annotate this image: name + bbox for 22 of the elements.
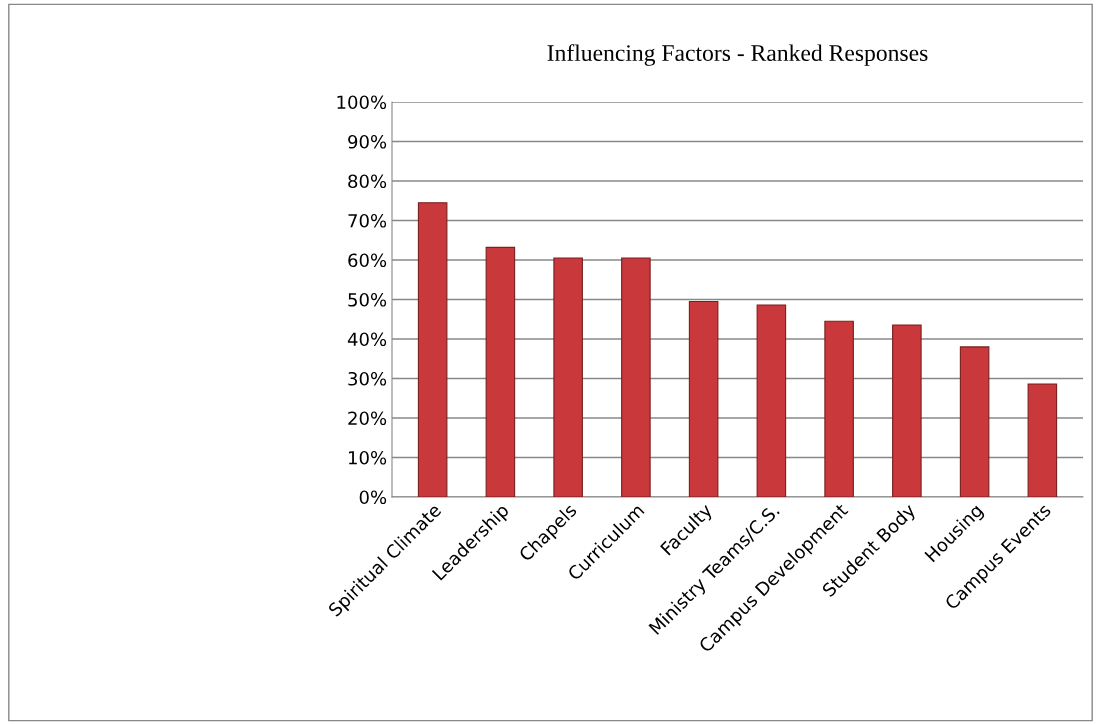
- y-tick-label: 100%: [337, 95, 387, 110]
- bar: [959, 346, 990, 497]
- bar: [553, 257, 583, 497]
- y-tick-label: 40%: [347, 332, 387, 347]
- bar: [1027, 383, 1058, 497]
- y-tick-label: 80%: [348, 174, 387, 189]
- y-tick-label: 50%: [348, 292, 387, 307]
- bar: [756, 304, 787, 497]
- y-tick-label: 10%: [348, 450, 387, 465]
- bar: [485, 246, 516, 497]
- y-tick-label: 30%: [348, 371, 387, 386]
- bar: [824, 320, 854, 497]
- y-tick-label: 60%: [348, 253, 387, 268]
- bar: [417, 202, 448, 497]
- y-tick-label: 70%: [348, 213, 387, 228]
- y-tick-label: 90%: [348, 134, 387, 149]
- bar: [688, 300, 719, 497]
- chart-title: Influencing Factors - Ranked Responses: [547, 44, 928, 66]
- y-tick-label: 0%: [359, 490, 387, 505]
- bar: [892, 324, 922, 497]
- bar: [621, 257, 651, 497]
- y-tick-label: 20%: [348, 411, 387, 426]
